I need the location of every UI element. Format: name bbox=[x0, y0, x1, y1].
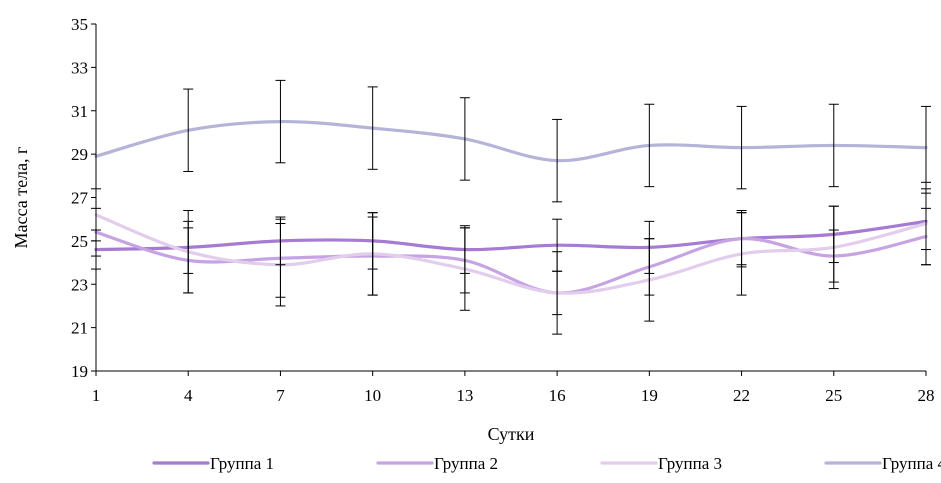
x-tick-label: 22 bbox=[733, 386, 750, 405]
x-axis-title: Сутки bbox=[488, 424, 535, 444]
error-bar-series-3 bbox=[736, 212, 747, 296]
x-tick-label: 19 bbox=[641, 386, 658, 405]
error-bar-series-4 bbox=[828, 103, 839, 188]
x-tick-label: 10 bbox=[364, 386, 381, 405]
error-bars bbox=[91, 79, 931, 335]
legend-label: Группа 2 bbox=[434, 454, 498, 473]
y-tick-label: 35 bbox=[71, 15, 88, 34]
x-tick-label: 16 bbox=[549, 386, 566, 405]
y-axis-title: Масса тела, г bbox=[11, 147, 31, 249]
error-bar-series-3 bbox=[552, 251, 563, 335]
legend: Группа 1 Группа 2 Группа 3 Группа 4 bbox=[152, 454, 941, 473]
x-tick-label: 1 bbox=[92, 386, 101, 405]
y-tick-label: 31 bbox=[71, 102, 88, 121]
legend-item-4: Группа 4 bbox=[824, 454, 941, 473]
error-bar-series-4 bbox=[459, 97, 470, 181]
series-line-3 bbox=[94, 213, 928, 295]
error-bar-series-4 bbox=[921, 105, 931, 190]
error-bar-series-4 bbox=[183, 88, 194, 172]
series-line-4 bbox=[94, 119, 928, 163]
legend-label: Группа 3 bbox=[658, 454, 722, 473]
error-bar-series-3 bbox=[828, 205, 839, 290]
legend-label: Группа 4 bbox=[882, 454, 941, 473]
error-bar-series-4 bbox=[367, 86, 378, 170]
x-tick-label: 25 bbox=[825, 386, 842, 405]
error-bar-series-4 bbox=[644, 103, 655, 188]
error-bar-series-3 bbox=[459, 227, 470, 311]
y-tick-label: 19 bbox=[71, 362, 88, 381]
error-bar-series-3 bbox=[275, 223, 286, 307]
y-tick-label: 23 bbox=[71, 275, 88, 294]
legend-item-1: Группа 1 bbox=[152, 454, 274, 473]
legend-item-3: Группа 3 bbox=[600, 454, 722, 473]
plot-area: 19 21 23 25 27 29 31 33 35 1 4 7 10 13 16 19 22 25 28 bbox=[71, 15, 935, 405]
series-lines bbox=[94, 119, 928, 295]
x-axis-ticks: 1 4 7 10 13 16 19 22 25 28 bbox=[92, 371, 935, 405]
y-tick-label: 25 bbox=[71, 232, 88, 251]
error-bar-series-4 bbox=[736, 105, 747, 190]
y-tick-label: 27 bbox=[71, 189, 89, 208]
legend-label: Группа 1 bbox=[210, 454, 274, 473]
legend-item-2: Группа 2 bbox=[376, 454, 498, 473]
x-tick-label: 13 bbox=[456, 386, 473, 405]
error-bar-series-4 bbox=[552, 118, 563, 203]
error-bar-series-4 bbox=[275, 79, 286, 164]
y-tick-label: 21 bbox=[71, 319, 88, 338]
x-tick-label: 28 bbox=[918, 386, 935, 405]
error-bar-series-3 bbox=[367, 212, 378, 296]
y-tick-label: 33 bbox=[71, 58, 88, 77]
error-bar-series-3 bbox=[183, 210, 194, 294]
y-axis-ticks: 19 21 23 25 27 29 31 33 35 bbox=[71, 15, 96, 381]
y-tick-label: 29 bbox=[71, 145, 88, 164]
error-bar-series-3 bbox=[644, 238, 655, 322]
x-tick-label: 7 bbox=[276, 386, 285, 405]
x-tick-label: 4 bbox=[184, 386, 193, 405]
series-line-1 bbox=[94, 219, 928, 252]
